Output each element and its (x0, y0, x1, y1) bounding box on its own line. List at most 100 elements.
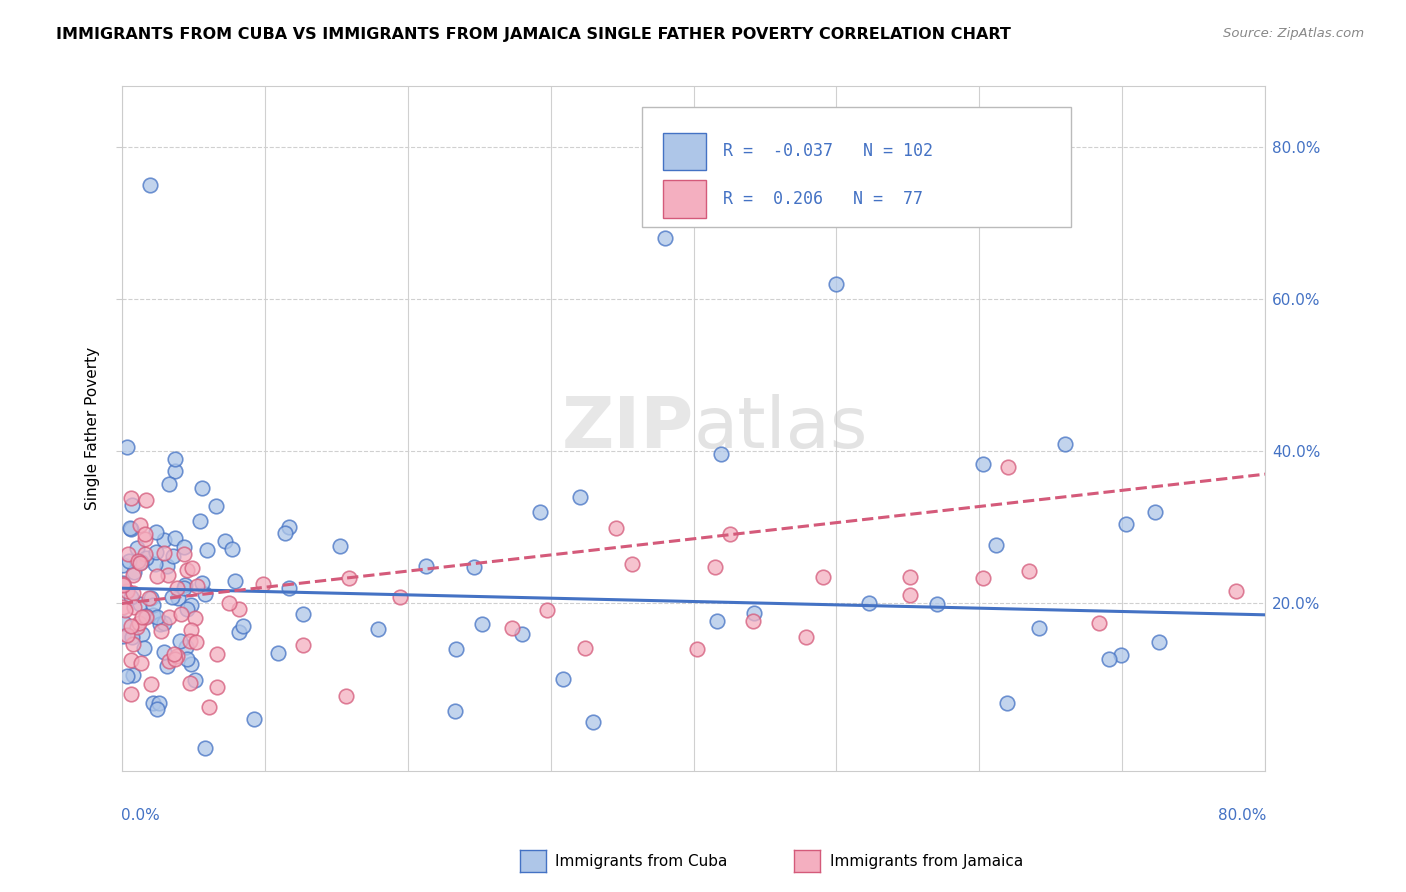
Point (167, 591, 190, 606)
Point (153, 645, 176, 659)
Point (444, 704, 467, 718)
Point (1098, 651, 1121, 665)
Point (1115, 517, 1137, 532)
Point (145, 701, 167, 715)
Point (180, 623, 202, 637)
Point (120, 491, 142, 505)
Point (170, 607, 193, 621)
Point (117, 547, 139, 561)
Point (1225, 584, 1247, 599)
Point (194, 740, 217, 755)
Point (153, 546, 176, 560)
Point (160, 590, 183, 604)
Point (186, 634, 208, 648)
Point (112, 577, 135, 591)
Point (112, 629, 135, 643)
Point (221, 542, 243, 557)
Point (267, 646, 290, 660)
Point (180, 598, 202, 612)
Point (165, 652, 187, 666)
Point (898, 570, 921, 584)
Point (156, 559, 179, 574)
Point (128, 597, 150, 611)
Point (529, 505, 551, 519)
Point (197, 699, 219, 714)
Text: IMMIGRANTS FROM CUBA VS IMMIGRANTS FROM JAMAICA SINGLE FATHER POVERTY CORRELATIO: IMMIGRANTS FROM CUBA VS IMMIGRANTS FROM … (56, 27, 1011, 42)
Point (1149, 635, 1171, 649)
Point (157, 610, 180, 624)
Point (972, 571, 994, 585)
Point (186, 579, 208, 593)
Point (112, 600, 135, 615)
Point (125, 541, 148, 555)
Point (122, 637, 145, 651)
Point (228, 625, 250, 640)
Text: 80.0%: 80.0% (1218, 808, 1267, 823)
Point (176, 602, 198, 616)
Point (163, 648, 186, 662)
Point (277, 519, 299, 533)
Text: 0.0%: 0.0% (121, 808, 159, 823)
Point (121, 652, 143, 666)
Point (135, 609, 157, 624)
Point (156, 658, 179, 673)
Point (122, 585, 145, 599)
Point (704, 560, 727, 574)
Point (115, 668, 138, 682)
Point (1111, 648, 1133, 663)
Point (218, 596, 240, 610)
Point (117, 554, 139, 568)
Text: Immigrants from Cuba: Immigrants from Cuba (555, 855, 728, 869)
Point (135, 493, 157, 508)
Point (169, 633, 191, 648)
Point (135, 610, 157, 624)
Point (1143, 505, 1166, 519)
Point (122, 565, 145, 579)
Y-axis label: Single Father Poverty: Single Father Poverty (86, 347, 100, 510)
Point (129, 518, 152, 533)
Point (120, 619, 142, 633)
Point (121, 630, 143, 644)
Point (129, 557, 152, 571)
Point (115, 628, 138, 642)
Point (710, 447, 733, 461)
Point (207, 647, 229, 661)
Point (1028, 621, 1050, 635)
Point (122, 668, 145, 682)
Point (582, 714, 605, 729)
Point (131, 627, 153, 641)
Point (176, 652, 198, 666)
Point (228, 601, 250, 615)
Point (195, 543, 218, 558)
Point (898, 589, 921, 603)
Point (512, 627, 534, 641)
Point (142, 607, 165, 622)
Point (129, 656, 152, 670)
FancyBboxPatch shape (643, 107, 1071, 227)
Point (134, 526, 156, 541)
Text: atlas: atlas (693, 394, 868, 463)
Point (174, 578, 197, 592)
Point (152, 533, 174, 547)
Point (117, 441, 139, 455)
Point (252, 577, 274, 591)
Point (188, 514, 211, 528)
Point (114, 616, 136, 631)
Point (742, 614, 765, 628)
Point (173, 540, 195, 554)
Point (112, 576, 135, 591)
Point (501, 621, 523, 635)
Point (183, 611, 205, 625)
Point (463, 559, 485, 574)
Point (291, 607, 314, 622)
Point (139, 178, 162, 193)
Point (135, 550, 157, 565)
Point (367, 622, 389, 636)
Text: ZIP: ZIP (561, 394, 693, 463)
Point (184, 673, 207, 687)
Point (273, 526, 295, 541)
Point (568, 490, 591, 504)
Point (180, 560, 202, 574)
Point (176, 563, 198, 577)
Point (127, 554, 149, 568)
